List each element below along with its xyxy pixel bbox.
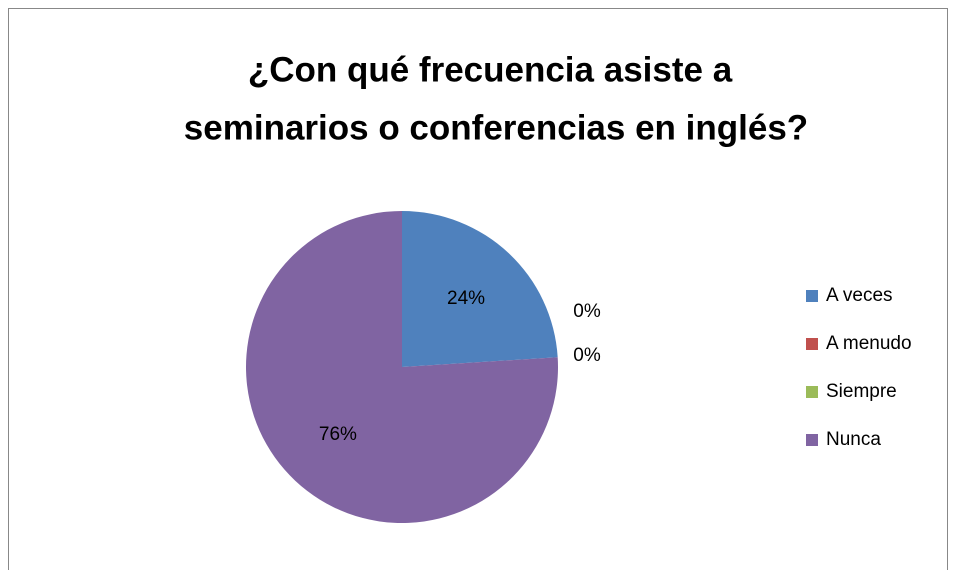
data-label: 76% xyxy=(319,424,357,445)
data-label: 0% xyxy=(573,345,601,366)
legend-swatch xyxy=(806,386,818,398)
pie-slice xyxy=(402,211,558,367)
data-label: 0% xyxy=(573,301,601,322)
legend-swatch xyxy=(806,290,818,302)
chart-title: ¿Con qué frecuencia asiste a xyxy=(248,50,733,89)
data-label: 24% xyxy=(447,288,485,309)
legend-swatch xyxy=(806,434,818,446)
pie-slice xyxy=(246,211,559,523)
legend-label: A menudo xyxy=(826,333,912,354)
legend-label: Nunca xyxy=(826,429,881,450)
legend-swatch xyxy=(806,338,818,350)
legend-label: A veces xyxy=(826,285,893,306)
legend-label: Siempre xyxy=(826,381,897,402)
chart-title: seminarios o conferencias en inglés? xyxy=(184,108,808,147)
